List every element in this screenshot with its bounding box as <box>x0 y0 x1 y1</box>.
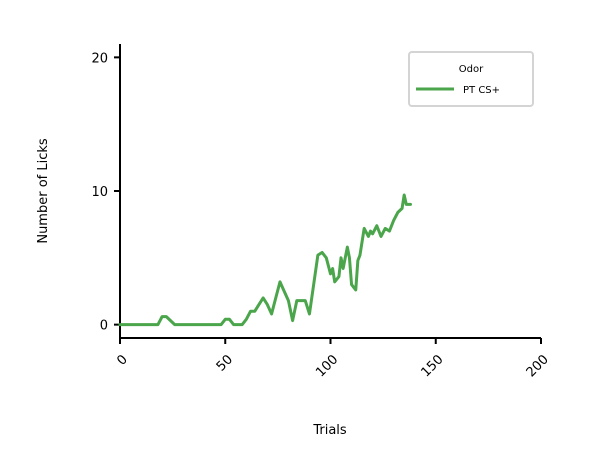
y-tick-label: 0 <box>100 319 108 334</box>
x-tick-label: 50 <box>214 352 236 374</box>
y-tick-label: 10 <box>91 185 108 200</box>
x-axis: 0 50 100 150 200 <box>114 337 552 380</box>
x-ticks: 0 50 100 150 200 <box>114 338 552 380</box>
legend: Odor PT CS+ <box>408 51 534 107</box>
x-tick-label: 100 <box>313 352 341 380</box>
x-tick-label: 200 <box>524 352 552 380</box>
y-axis-label: Number of Licks <box>36 138 51 244</box>
x-tick-label: 0 <box>114 352 130 368</box>
y-ticks: 0 10 20 <box>91 51 120 334</box>
legend-box <box>408 51 534 107</box>
y-axis: 0 10 20 <box>91 44 121 338</box>
x-axis-label: Trials <box>312 423 347 438</box>
series-layer <box>118 193 412 327</box>
x-tick-label: 150 <box>418 352 446 380</box>
legend-entry-pt-cs-plus: PT CS+ <box>463 85 500 96</box>
y-tick-label: 20 <box>91 51 108 66</box>
legend-title: Odor <box>459 64 484 75</box>
series-line-pt-cs-plus <box>118 193 412 327</box>
